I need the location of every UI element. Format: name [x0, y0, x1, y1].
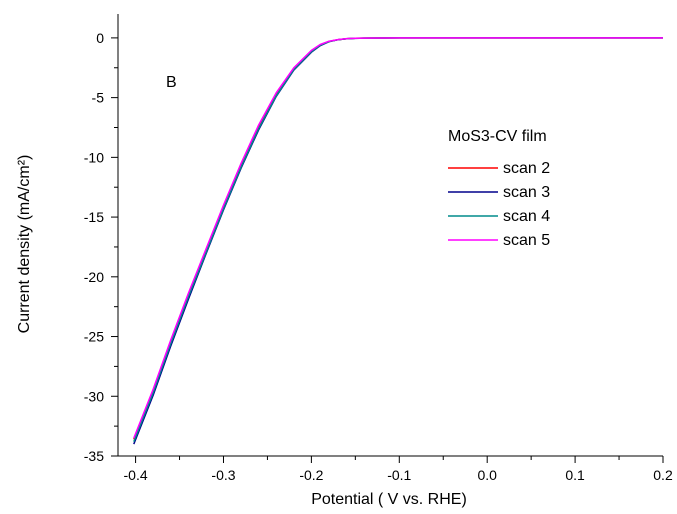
y-tick-label: -5	[92, 90, 105, 106]
series-line-scan-3	[133, 37, 663, 445]
y-tick-label: -30	[84, 388, 104, 404]
x-tick-label: -0.3	[211, 467, 235, 483]
series-line-scan-2	[133, 37, 663, 440]
legend-label: scan 3	[503, 184, 550, 201]
y-tick-label: -35	[84, 448, 104, 464]
x-tick-label: -0.4	[124, 467, 148, 483]
plot-series	[133, 37, 663, 445]
x-tick-label: 0.2	[653, 467, 673, 483]
y-axis-title: Current density (mA/cm²)	[16, 155, 33, 334]
y-axis-ticks: 0 -5 -10 -15 -20 -25 -30 -35	[84, 30, 118, 464]
axes	[117, 14, 663, 457]
y-tick-label: -25	[84, 329, 104, 345]
y-tick-label: -15	[84, 209, 104, 225]
y-tick-label: -10	[84, 149, 104, 165]
x-axis-ticks: -0.4 -0.3 -0.2 -0.1 0.0 0.1 0.2	[124, 456, 673, 483]
legend: MoS3-CV film scan 2 scan 3 scan 4 scan 5	[448, 128, 550, 249]
y-tick-label: -20	[84, 269, 104, 285]
series-line-scan-4	[133, 37, 663, 442]
x-tick-label: 0.1	[565, 467, 585, 483]
legend-label: scan 4	[503, 208, 550, 225]
legend-label: scan 5	[503, 232, 550, 249]
legend-label: scan 2	[503, 160, 550, 177]
x-tick-label: -0.2	[299, 467, 323, 483]
panel-label: B	[166, 74, 177, 91]
series-line-scan-5	[133, 37, 663, 439]
x-tick-label: 0.0	[477, 467, 497, 483]
legend-title: MoS3-CV film	[448, 128, 547, 145]
x-axis-title: Potential ( V vs. RHE)	[311, 491, 467, 508]
x-tick-label: -0.1	[387, 467, 411, 483]
y-tick-label: 0	[96, 30, 104, 46]
